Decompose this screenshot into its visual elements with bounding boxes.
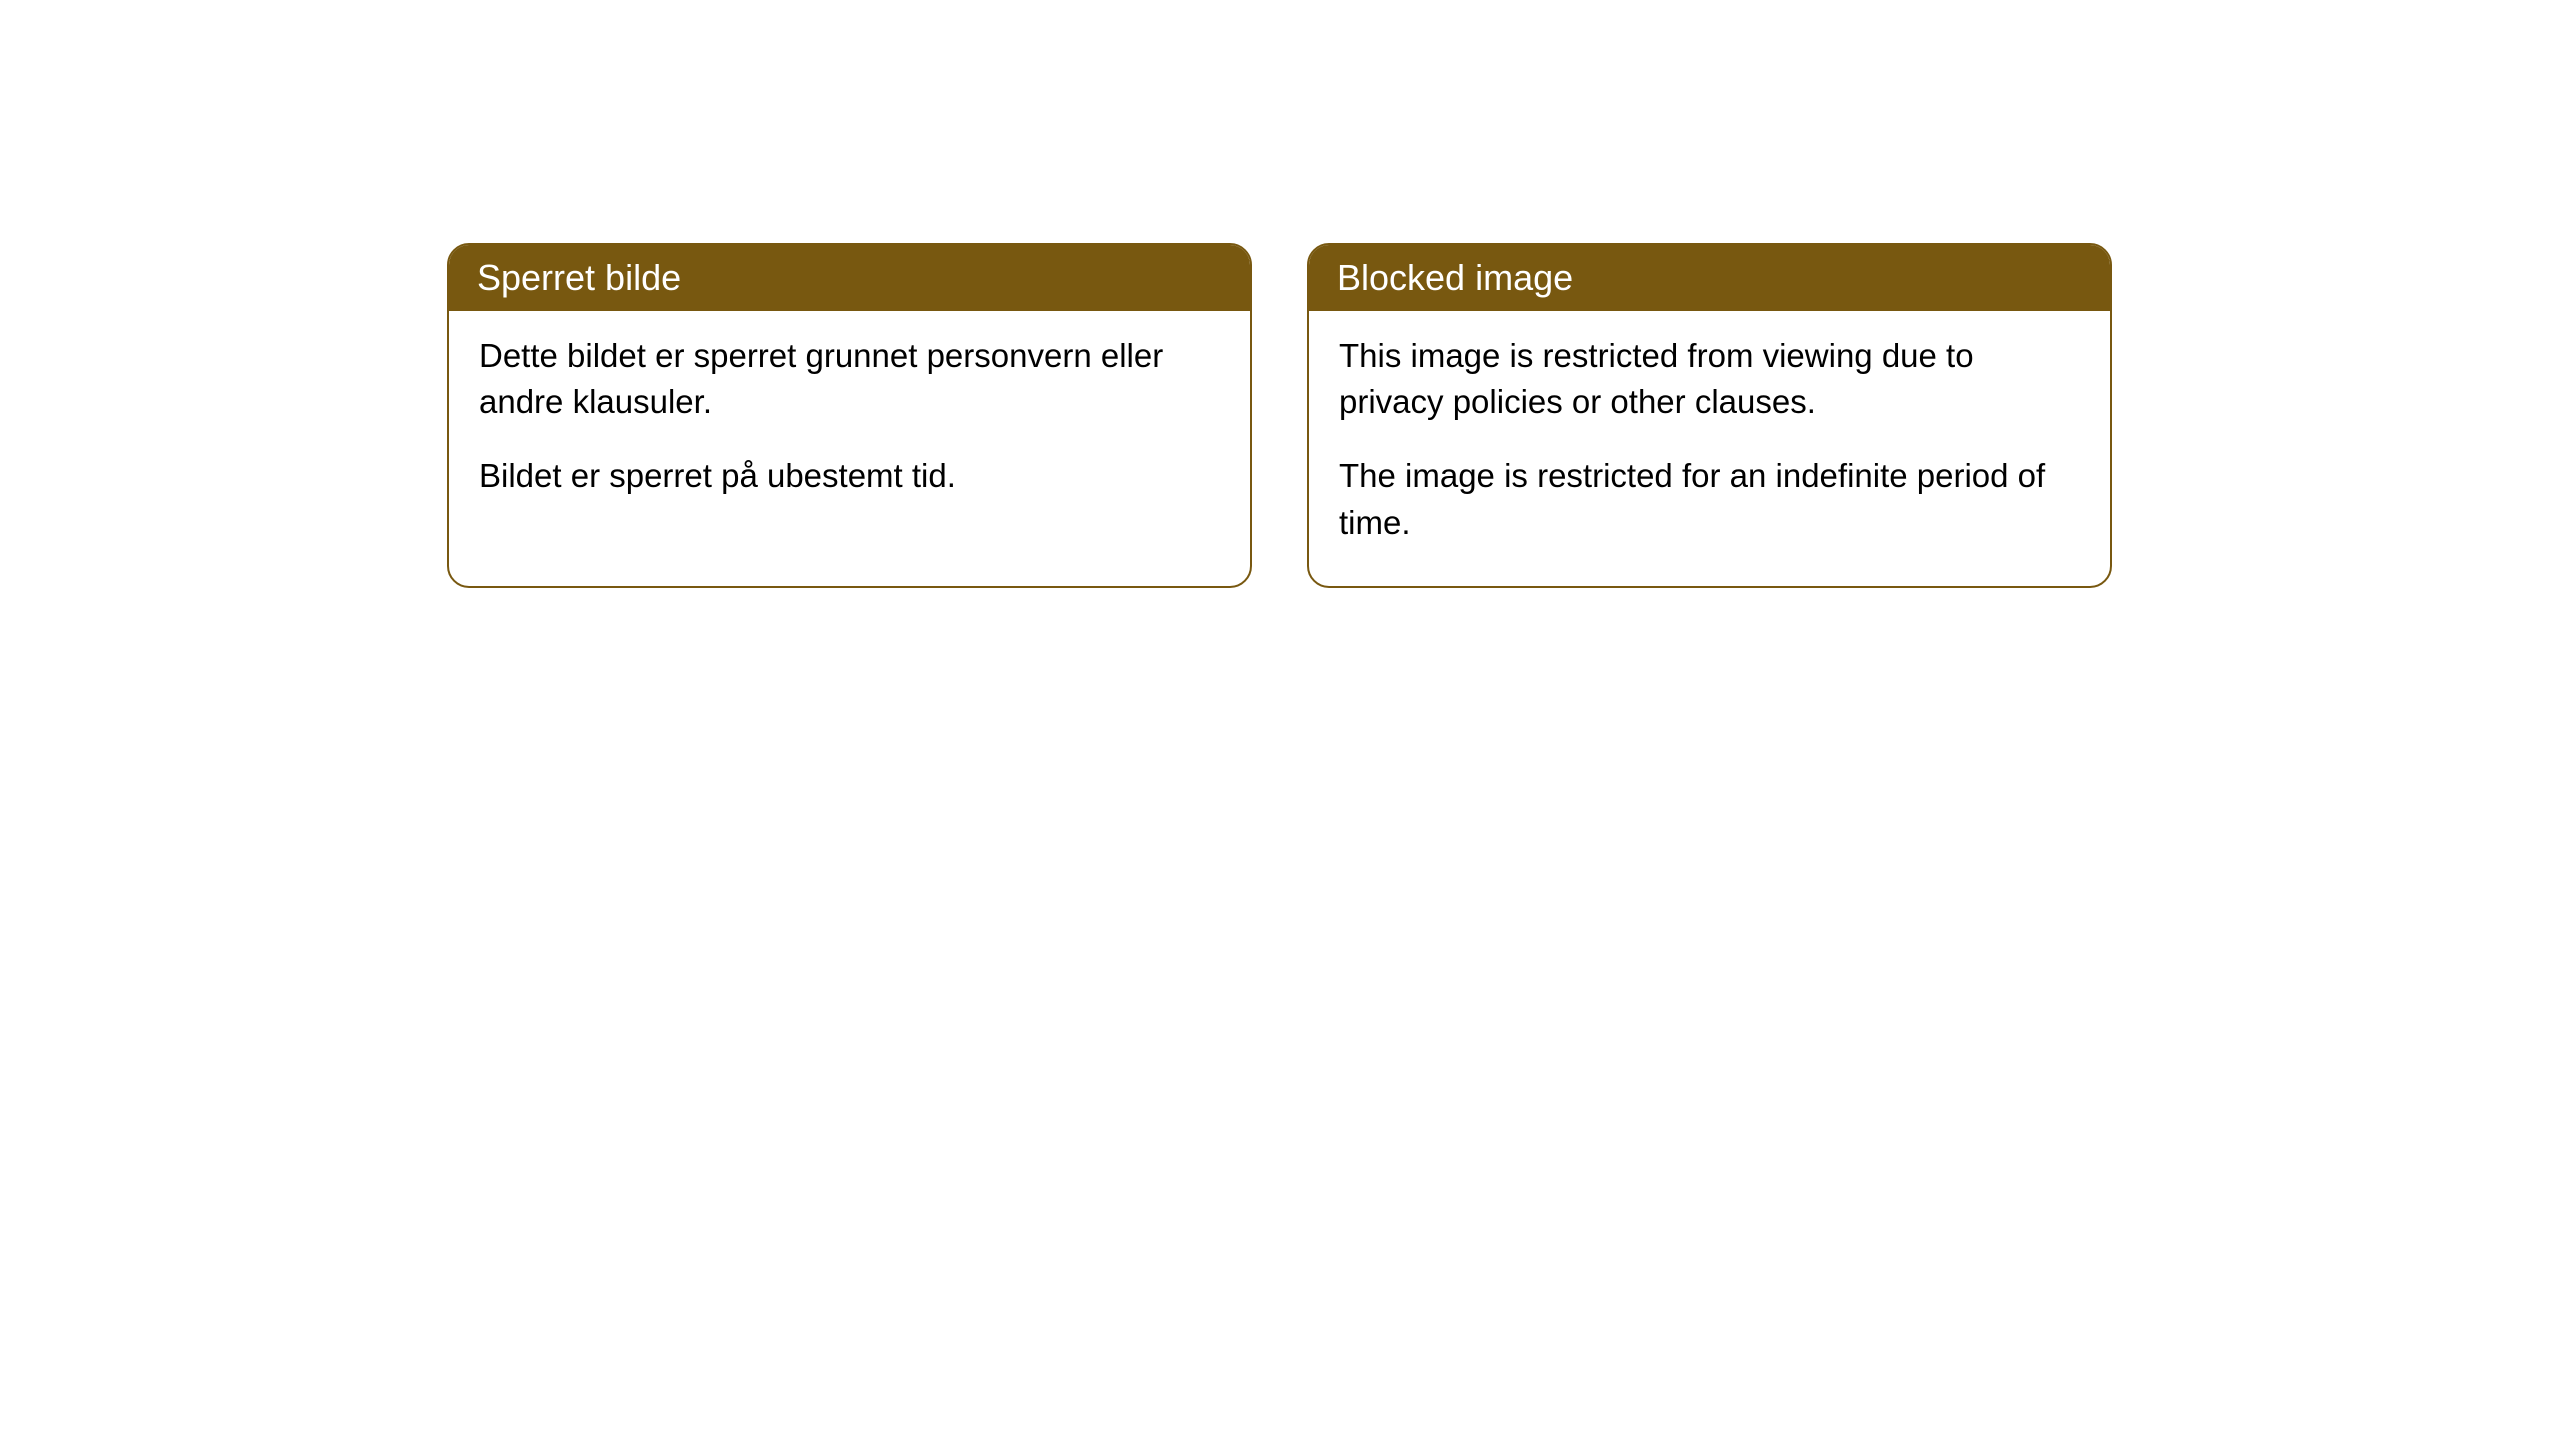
card-paragraph: Dette bildet er sperret grunnet personve… [479,333,1220,425]
card-english: Blocked image This image is restricted f… [1307,243,2112,588]
card-body-norwegian: Dette bildet er sperret grunnet personve… [449,311,1250,540]
card-header-english: Blocked image [1309,245,2110,311]
card-paragraph: The image is restricted for an indefinit… [1339,453,2080,545]
card-norwegian: Sperret bilde Dette bildet er sperret gr… [447,243,1252,588]
card-body-english: This image is restricted from viewing du… [1309,311,2110,586]
card-header-norwegian: Sperret bilde [449,245,1250,311]
cards-container: Sperret bilde Dette bildet er sperret gr… [0,0,2560,588]
card-paragraph: Bildet er sperret på ubestemt tid. [479,453,1220,499]
card-paragraph: This image is restricted from viewing du… [1339,333,2080,425]
